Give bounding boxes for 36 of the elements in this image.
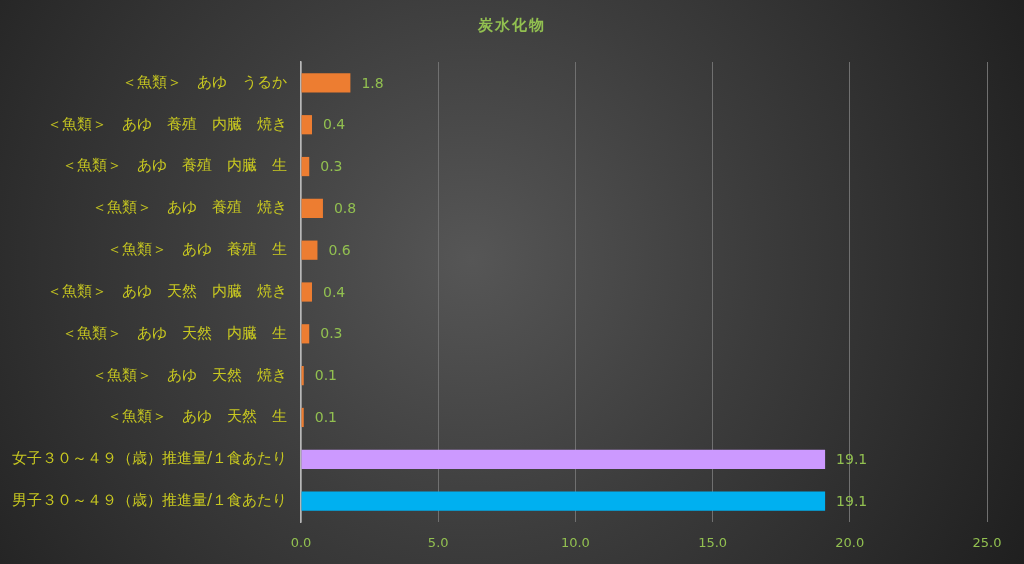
data-label: 0.6: [328, 241, 351, 258]
bar: [301, 198, 323, 218]
y-tick-label: 男子３０～４９（歳）推進量/１食あたり: [11, 490, 287, 509]
bar: [301, 491, 826, 511]
y-tick-label: 女子３０～４９（歳）推進量/１食あたり: [11, 449, 287, 468]
y-tick-label: ＜魚類＞ あゆ 天然 内臓 焼き: [47, 281, 287, 300]
y-tick-label: ＜魚類＞ あゆ 養殖 内臓 生: [62, 156, 287, 175]
data-label: 0.4: [322, 283, 346, 300]
bar: [301, 282, 312, 302]
x-tick-label: 5.0: [427, 535, 449, 551]
chart-title: 炭水化物: [478, 15, 546, 35]
x-tick-label: 0.0: [290, 535, 312, 551]
bar: [301, 240, 318, 260]
y-tick-label: ＜魚類＞ あゆ 天然 内臓 生: [62, 323, 287, 342]
y-tick-label: ＜魚類＞ あゆ うるか: [122, 72, 287, 91]
bar: [301, 449, 826, 469]
x-tick-label: 15.0: [698, 535, 728, 551]
x-tick-label: 20.0: [835, 535, 865, 551]
y-tick-label: ＜魚類＞ あゆ 養殖 内臓 焼き: [47, 114, 287, 133]
data-label: 19.1: [836, 492, 868, 509]
y-tick-label: ＜魚類＞ あゆ 養殖 生: [107, 240, 287, 259]
bar: [301, 73, 351, 93]
data-label: 0.3: [320, 325, 343, 342]
y-tick-label: ＜魚類＞ あゆ 養殖 焼き: [92, 198, 287, 217]
data-label: 1.8: [361, 74, 384, 91]
data-label: 0.8: [333, 200, 357, 216]
data-label: 0.1: [314, 409, 338, 426]
data-label: 0.3: [320, 158, 343, 175]
data-label: 19.1: [836, 450, 868, 467]
x-tick-label: 25.0: [972, 535, 1002, 551]
x-tick-label: 10.0: [560, 535, 590, 551]
data-label: 0.1: [314, 367, 338, 384]
bar: [301, 115, 312, 135]
y-tick-label: ＜魚類＞ あゆ 天然 生: [107, 407, 287, 426]
y-tick-label: ＜魚類＞ あゆ 天然 焼き: [92, 365, 287, 384]
data-label: 0.4: [322, 116, 346, 133]
